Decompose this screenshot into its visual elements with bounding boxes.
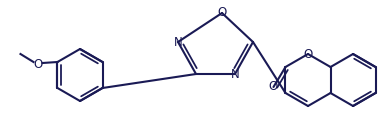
Text: O: O [217,7,227,20]
Text: O: O [34,57,43,70]
Text: O: O [269,81,278,94]
Text: N: N [231,68,240,81]
Text: N: N [174,36,182,49]
Text: O: O [303,47,313,60]
